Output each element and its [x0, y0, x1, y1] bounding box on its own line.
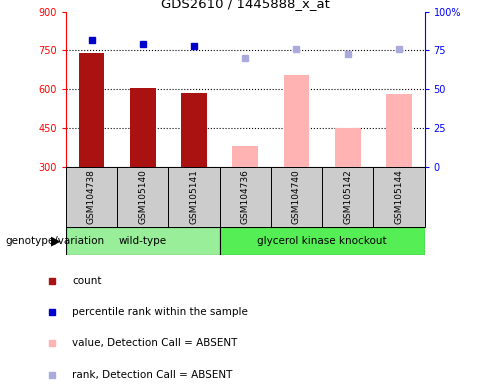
Text: GSM105144: GSM105144	[394, 169, 404, 224]
Title: GDS2610 / 1445888_x_at: GDS2610 / 1445888_x_at	[161, 0, 330, 10]
Bar	[386, 94, 412, 167]
Bar	[181, 93, 207, 167]
Bar	[130, 88, 156, 167]
Text: ▶: ▶	[51, 235, 61, 247]
FancyBboxPatch shape	[117, 167, 168, 227]
Bar	[232, 146, 258, 167]
Text: wild-type: wild-type	[119, 236, 167, 246]
Text: GSM105142: GSM105142	[343, 169, 352, 224]
FancyBboxPatch shape	[220, 227, 425, 255]
Text: GSM104736: GSM104736	[241, 169, 250, 224]
Bar	[79, 53, 104, 167]
FancyBboxPatch shape	[373, 167, 425, 227]
FancyBboxPatch shape	[322, 167, 373, 227]
Text: GSM105140: GSM105140	[138, 169, 147, 224]
FancyBboxPatch shape	[220, 167, 271, 227]
Bar	[284, 75, 309, 167]
FancyBboxPatch shape	[66, 167, 117, 227]
Text: percentile rank within the sample: percentile rank within the sample	[72, 307, 248, 317]
Text: GSM104740: GSM104740	[292, 169, 301, 224]
FancyBboxPatch shape	[271, 167, 322, 227]
Text: GSM104738: GSM104738	[87, 169, 96, 224]
Text: glycerol kinase knockout: glycerol kinase knockout	[257, 236, 387, 246]
Text: genotype/variation: genotype/variation	[5, 236, 104, 246]
Text: GSM105141: GSM105141	[189, 169, 199, 224]
Text: value, Detection Call = ABSENT: value, Detection Call = ABSENT	[72, 338, 237, 348]
Text: count: count	[72, 276, 102, 286]
FancyBboxPatch shape	[168, 167, 220, 227]
FancyBboxPatch shape	[66, 227, 220, 255]
Bar	[335, 128, 361, 167]
Text: rank, Detection Call = ABSENT: rank, Detection Call = ABSENT	[72, 370, 232, 380]
